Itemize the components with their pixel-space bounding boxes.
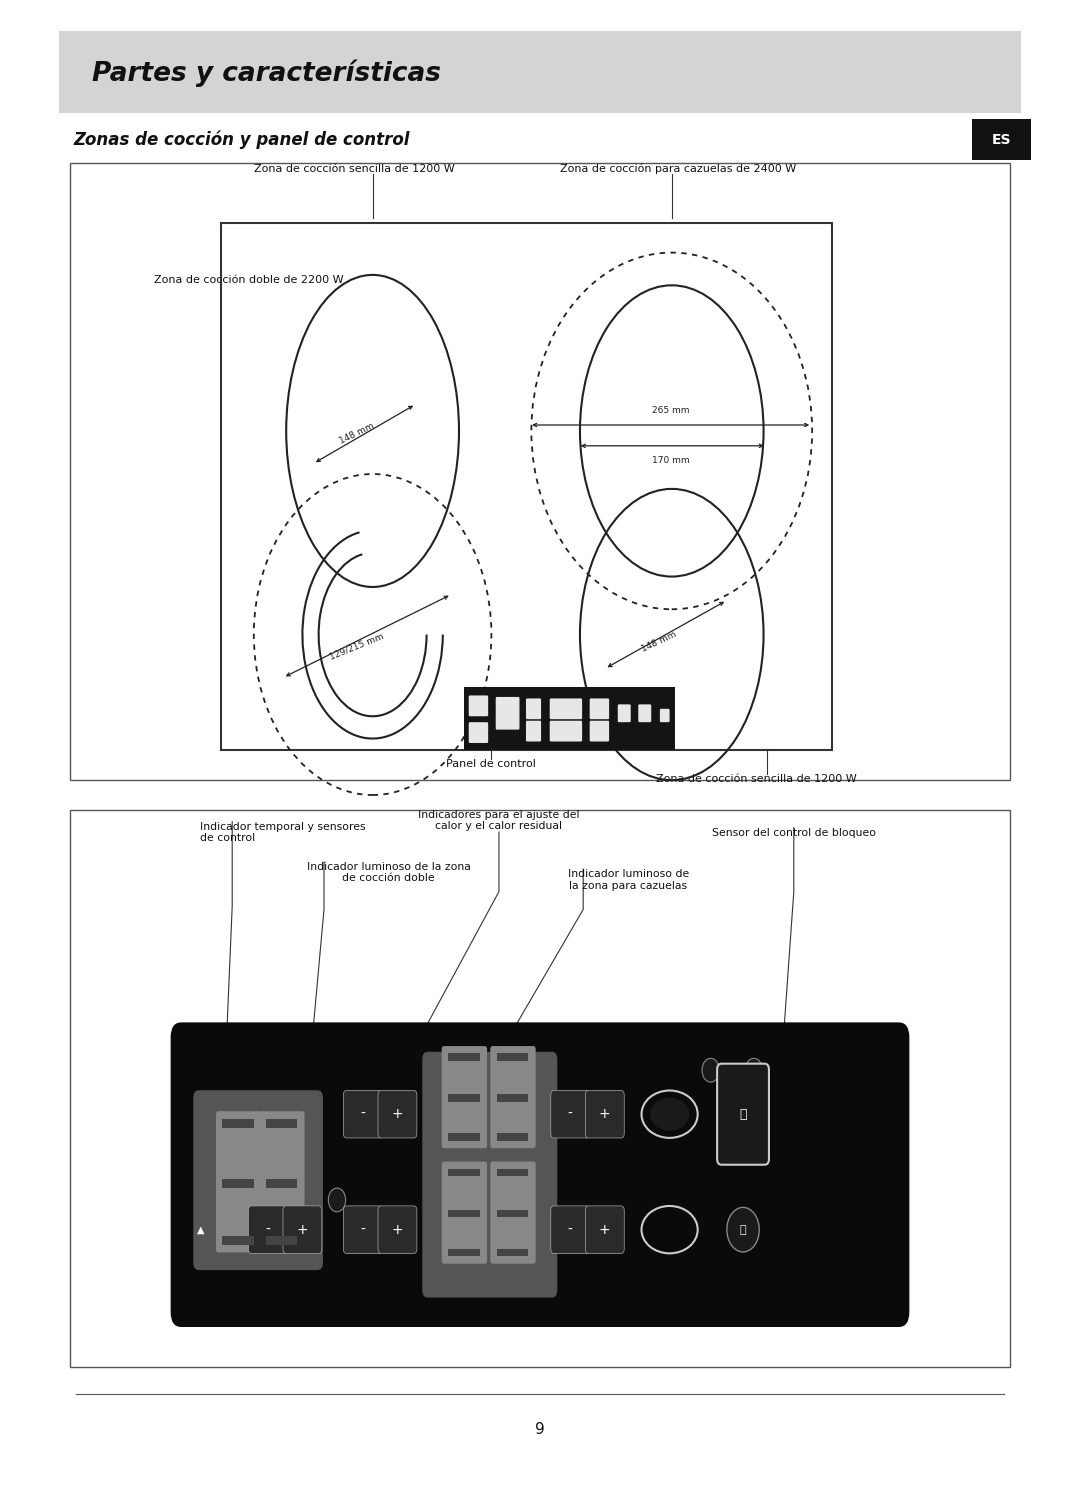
FancyBboxPatch shape xyxy=(490,1046,536,1149)
Text: Zona de cocción sencilla de 1200 W: Zona de cocción sencilla de 1200 W xyxy=(656,774,856,785)
FancyBboxPatch shape xyxy=(496,697,519,730)
FancyBboxPatch shape xyxy=(497,1169,528,1177)
FancyBboxPatch shape xyxy=(497,1210,528,1217)
FancyBboxPatch shape xyxy=(216,1112,261,1253)
Circle shape xyxy=(702,1058,719,1082)
FancyBboxPatch shape xyxy=(497,1094,528,1101)
FancyBboxPatch shape xyxy=(448,1094,480,1101)
FancyBboxPatch shape xyxy=(550,721,582,742)
Text: 170 mm: 170 mm xyxy=(652,456,689,465)
FancyBboxPatch shape xyxy=(171,1022,909,1327)
FancyBboxPatch shape xyxy=(442,1046,487,1149)
FancyBboxPatch shape xyxy=(248,1207,287,1254)
FancyBboxPatch shape xyxy=(550,698,582,719)
Text: -: - xyxy=(568,1107,572,1122)
FancyBboxPatch shape xyxy=(464,687,675,750)
FancyBboxPatch shape xyxy=(222,1119,254,1128)
FancyBboxPatch shape xyxy=(448,1248,480,1256)
FancyBboxPatch shape xyxy=(526,721,541,742)
FancyBboxPatch shape xyxy=(469,722,488,743)
Text: Sensor del control de zona
de cocción doble: Sensor del control de zona de cocción do… xyxy=(229,1226,376,1248)
FancyBboxPatch shape xyxy=(343,1091,382,1138)
FancyBboxPatch shape xyxy=(497,1248,528,1256)
FancyBboxPatch shape xyxy=(422,1052,557,1297)
FancyBboxPatch shape xyxy=(283,1207,322,1254)
Text: +: + xyxy=(392,1107,403,1122)
FancyBboxPatch shape xyxy=(585,1091,624,1138)
Text: Indicador temporal y sensores
de control: Indicador temporal y sensores de control xyxy=(200,822,365,844)
Text: 148 mm: 148 mm xyxy=(640,630,677,654)
FancyBboxPatch shape xyxy=(590,721,609,742)
FancyBboxPatch shape xyxy=(497,1134,528,1141)
FancyBboxPatch shape xyxy=(497,1054,528,1061)
FancyBboxPatch shape xyxy=(378,1207,417,1254)
Text: ▲: ▲ xyxy=(198,1224,204,1235)
Text: +: + xyxy=(599,1223,610,1236)
Text: Indicadores para el ajuste del
calor y el calor residual: Indicadores para el ajuste del calor y e… xyxy=(418,810,580,832)
FancyBboxPatch shape xyxy=(972,119,1031,160)
FancyBboxPatch shape xyxy=(469,695,488,716)
Text: Indicador luminoso de la zona
de cocción doble: Indicador luminoso de la zona de cocción… xyxy=(307,862,471,884)
FancyBboxPatch shape xyxy=(585,1207,624,1254)
FancyBboxPatch shape xyxy=(551,1207,590,1254)
Circle shape xyxy=(745,1058,762,1082)
Text: -: - xyxy=(568,1223,572,1236)
FancyBboxPatch shape xyxy=(717,1064,769,1165)
FancyBboxPatch shape xyxy=(448,1169,480,1177)
Text: -: - xyxy=(266,1223,270,1236)
Text: ES: ES xyxy=(991,132,1011,147)
Text: 🔒: 🔒 xyxy=(740,1107,746,1120)
FancyBboxPatch shape xyxy=(70,810,1010,1367)
Text: Selectores de ajuste de calor: Selectores de ajuste de calor xyxy=(434,1236,592,1247)
FancyBboxPatch shape xyxy=(59,31,1021,113)
Text: 9: 9 xyxy=(535,1422,545,1437)
Text: Zona de cocción doble de 2200 W: Zona de cocción doble de 2200 W xyxy=(154,275,345,285)
FancyBboxPatch shape xyxy=(638,704,651,722)
Text: -: - xyxy=(361,1223,365,1236)
FancyBboxPatch shape xyxy=(343,1207,382,1254)
Text: Zona de cocción sencilla de 1200 W: Zona de cocción sencilla de 1200 W xyxy=(254,163,455,174)
FancyBboxPatch shape xyxy=(221,223,832,750)
FancyBboxPatch shape xyxy=(590,698,609,719)
FancyBboxPatch shape xyxy=(266,1119,297,1128)
FancyBboxPatch shape xyxy=(660,709,670,722)
FancyBboxPatch shape xyxy=(266,1178,297,1187)
Circle shape xyxy=(328,1189,346,1213)
FancyBboxPatch shape xyxy=(193,1091,323,1271)
FancyBboxPatch shape xyxy=(618,704,631,722)
FancyBboxPatch shape xyxy=(70,163,1010,780)
FancyBboxPatch shape xyxy=(378,1091,417,1138)
Text: 265 mm: 265 mm xyxy=(652,406,689,415)
Ellipse shape xyxy=(650,1098,689,1131)
Text: Sensor del control de bloqueo: Sensor del control de bloqueo xyxy=(712,828,876,838)
FancyBboxPatch shape xyxy=(448,1054,480,1061)
Text: -: - xyxy=(361,1107,365,1122)
Text: +: + xyxy=(392,1223,403,1236)
Text: 148 mm: 148 mm xyxy=(338,422,375,446)
Text: ⏻: ⏻ xyxy=(740,1224,746,1235)
FancyBboxPatch shape xyxy=(259,1112,305,1253)
Text: Sensor del control de
encendido y apagado: Sensor del control de encendido y apagad… xyxy=(751,1244,869,1266)
Text: Zona de cocción para cazuelas de 2400 W: Zona de cocción para cazuelas de 2400 W xyxy=(561,163,796,174)
FancyBboxPatch shape xyxy=(490,1162,536,1263)
FancyBboxPatch shape xyxy=(442,1162,487,1263)
FancyBboxPatch shape xyxy=(448,1210,480,1217)
Text: Indicador luminoso de
la zona para cazuelas: Indicador luminoso de la zona para cazue… xyxy=(568,869,689,892)
Text: 129/215 mm: 129/215 mm xyxy=(328,632,384,661)
Text: +: + xyxy=(599,1107,610,1122)
Text: Sensor del control de la
zona para cazuelas: Sensor del control de la zona para cazue… xyxy=(596,1226,726,1248)
Text: Zonas de cocción y panel de control: Zonas de cocción y panel de control xyxy=(73,131,410,149)
FancyBboxPatch shape xyxy=(551,1091,590,1138)
FancyBboxPatch shape xyxy=(222,1236,254,1245)
FancyBboxPatch shape xyxy=(222,1178,254,1187)
FancyBboxPatch shape xyxy=(448,1134,480,1141)
Text: Partes y características: Partes y características xyxy=(92,59,441,86)
Text: Panel de control: Panel de control xyxy=(446,759,537,770)
Circle shape xyxy=(727,1207,759,1251)
FancyBboxPatch shape xyxy=(526,698,541,719)
Text: +: + xyxy=(297,1223,308,1236)
FancyBboxPatch shape xyxy=(266,1236,297,1245)
